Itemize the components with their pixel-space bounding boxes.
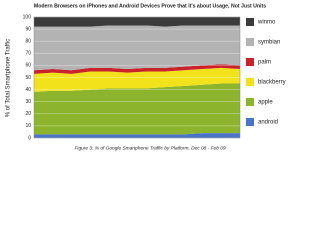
legend-label: winmo xyxy=(257,20,276,26)
area xyxy=(34,17,240,27)
legend-label: palm xyxy=(258,60,271,66)
y-tick-label: 10 xyxy=(25,123,31,129)
plot-frame xyxy=(33,16,241,139)
caption: Figure 3: % of Google Smartphone Traffic… xyxy=(74,145,225,151)
chart-title: Modern Browsers on iPhones and Android D… xyxy=(34,3,266,9)
y-axis-label: % of Total Smartphone Traffic xyxy=(6,39,12,118)
legend-label: android xyxy=(258,120,278,126)
y-tick-label: 60 xyxy=(25,63,31,69)
legend-swatch xyxy=(246,58,254,66)
y-tick-label: 80 xyxy=(25,39,31,45)
y-tick-label: 90 xyxy=(25,26,31,32)
legend-swatch xyxy=(246,38,254,46)
y-tick-label: 70 xyxy=(25,51,31,57)
y-tick-label: 100 xyxy=(23,14,32,20)
y-tick-label: 50 xyxy=(25,75,31,81)
area xyxy=(34,64,240,74)
legend-label: apple xyxy=(258,100,273,106)
legend-label: blackberry xyxy=(258,80,286,86)
legend-swatch xyxy=(246,78,254,86)
area xyxy=(34,83,240,135)
legend-swatch xyxy=(246,118,254,126)
legend-swatch xyxy=(246,98,254,106)
y-tick-label: 20 xyxy=(25,111,31,117)
legend-swatch xyxy=(246,18,254,26)
y-tick-label: 30 xyxy=(25,99,31,105)
y-tick-label: 40 xyxy=(25,87,31,93)
legend-label: symbian xyxy=(258,40,280,46)
area xyxy=(34,67,240,93)
y-tick-label: 0 xyxy=(28,135,31,141)
area xyxy=(34,25,240,71)
chart: Modern Browsers on iPhones and Android D… xyxy=(6,3,286,151)
